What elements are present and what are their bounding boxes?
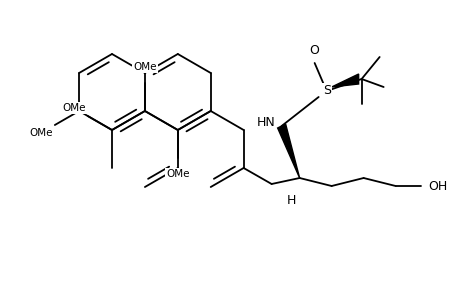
Text: H: H xyxy=(286,194,296,206)
Text: O: O xyxy=(309,44,319,58)
Text: S: S xyxy=(322,85,330,98)
Text: OH: OH xyxy=(427,179,446,193)
Text: OMe: OMe xyxy=(62,103,85,113)
Polygon shape xyxy=(331,74,358,87)
Text: OMe: OMe xyxy=(166,169,189,179)
Text: OMe: OMe xyxy=(133,62,157,72)
Text: HN: HN xyxy=(256,116,274,128)
Text: OMe: OMe xyxy=(29,128,53,138)
Polygon shape xyxy=(277,124,299,178)
